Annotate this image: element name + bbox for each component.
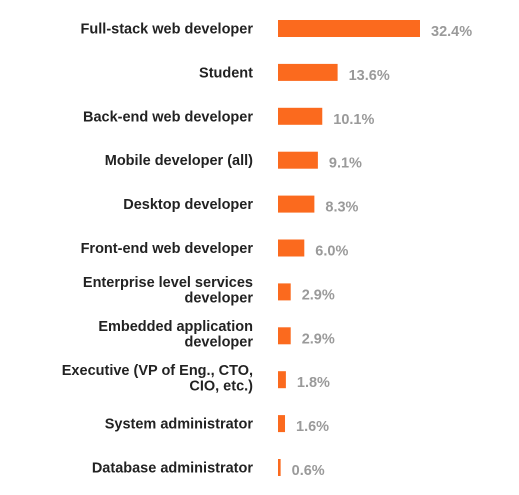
- category-label: Desktop developer: [123, 197, 253, 213]
- bar-row: System administrator 1.6%: [105, 415, 329, 435]
- value-label: 1.8%: [297, 375, 330, 391]
- category-label: Enterprise level services developer: [83, 275, 253, 307]
- category-label: Database administrator: [92, 461, 254, 477]
- bar: [278, 195, 315, 213]
- value-label: 13.6%: [349, 68, 390, 84]
- value-label: 8.3%: [325, 200, 358, 216]
- bar-row: Full-stack web developer 32.4%: [81, 20, 472, 40]
- category-label-line: Database administrator: [92, 461, 254, 477]
- value-label: 10.1%: [333, 112, 374, 128]
- bar: [278, 151, 318, 169]
- bar: [278, 459, 281, 476]
- category-label: Back-end web developer: [83, 109, 253, 125]
- category-label: Embedded application developer: [98, 319, 253, 351]
- category-label: System administrator: [105, 417, 254, 433]
- category-label: Executive (VP of Eng., CTO, CIO, etc.): [62, 363, 253, 395]
- value-label: 9.1%: [329, 156, 362, 172]
- bar: [278, 327, 291, 345]
- bar-row: Enterprise level services developer 2.9%: [83, 275, 335, 307]
- category-label-line: System administrator: [105, 417, 254, 433]
- category-label-line: Back-end web developer: [83, 109, 253, 125]
- bar-row: Front-end web developer 6.0%: [81, 239, 348, 260]
- value-label: 2.9%: [302, 287, 335, 303]
- category-label: Front-end web developer: [81, 241, 254, 257]
- bar: [278, 107, 323, 125]
- category-label-line: Enterprise level services: [83, 275, 253, 291]
- bar: [278, 283, 291, 301]
- category-label-line: Embedded application: [98, 319, 253, 335]
- bar: [278, 371, 286, 389]
- category-label-line: developer: [185, 335, 254, 351]
- category-label-line: Mobile developer (all): [105, 153, 253, 169]
- bar-row: Student 13.6%: [199, 63, 390, 84]
- value-label: 2.9%: [302, 331, 335, 347]
- category-label-line: Front-end web developer: [81, 241, 254, 257]
- category-label-line: developer: [185, 291, 254, 307]
- bar-row: Executive (VP of Eng., CTO, CIO, etc.) 1.8…: [62, 363, 330, 395]
- category-label-line: Full-stack web developer: [81, 22, 254, 38]
- bar: [278, 20, 420, 37]
- bar-row: Back-end web developer 10.1%: [83, 107, 374, 128]
- category-label-line: Student: [199, 65, 253, 81]
- value-label: 0.6%: [292, 463, 325, 479]
- bar: [278, 239, 305, 257]
- category-label: Mobile developer (all): [105, 153, 253, 169]
- bar: [278, 415, 286, 433]
- value-label: 6.0%: [315, 244, 348, 260]
- category-label-line: CIO, etc.): [189, 378, 253, 394]
- category-label-line: Executive (VP of Eng., CTO,: [62, 363, 253, 379]
- bar-row: Embedded application developer 2.9%: [98, 319, 335, 351]
- category-label: Full-stack web developer: [81, 22, 254, 38]
- value-label: 32.4%: [431, 24, 472, 40]
- bar: [278, 63, 338, 81]
- bar-row: Desktop developer 8.3%: [123, 195, 359, 216]
- bar-row: Database administrator 0.6%: [92, 459, 325, 479]
- value-label: 1.6%: [296, 419, 329, 435]
- bar-row: Mobile developer (all) 9.1%: [105, 151, 362, 172]
- category-label: Student: [199, 65, 253, 81]
- category-label-line: Desktop developer: [123, 197, 253, 213]
